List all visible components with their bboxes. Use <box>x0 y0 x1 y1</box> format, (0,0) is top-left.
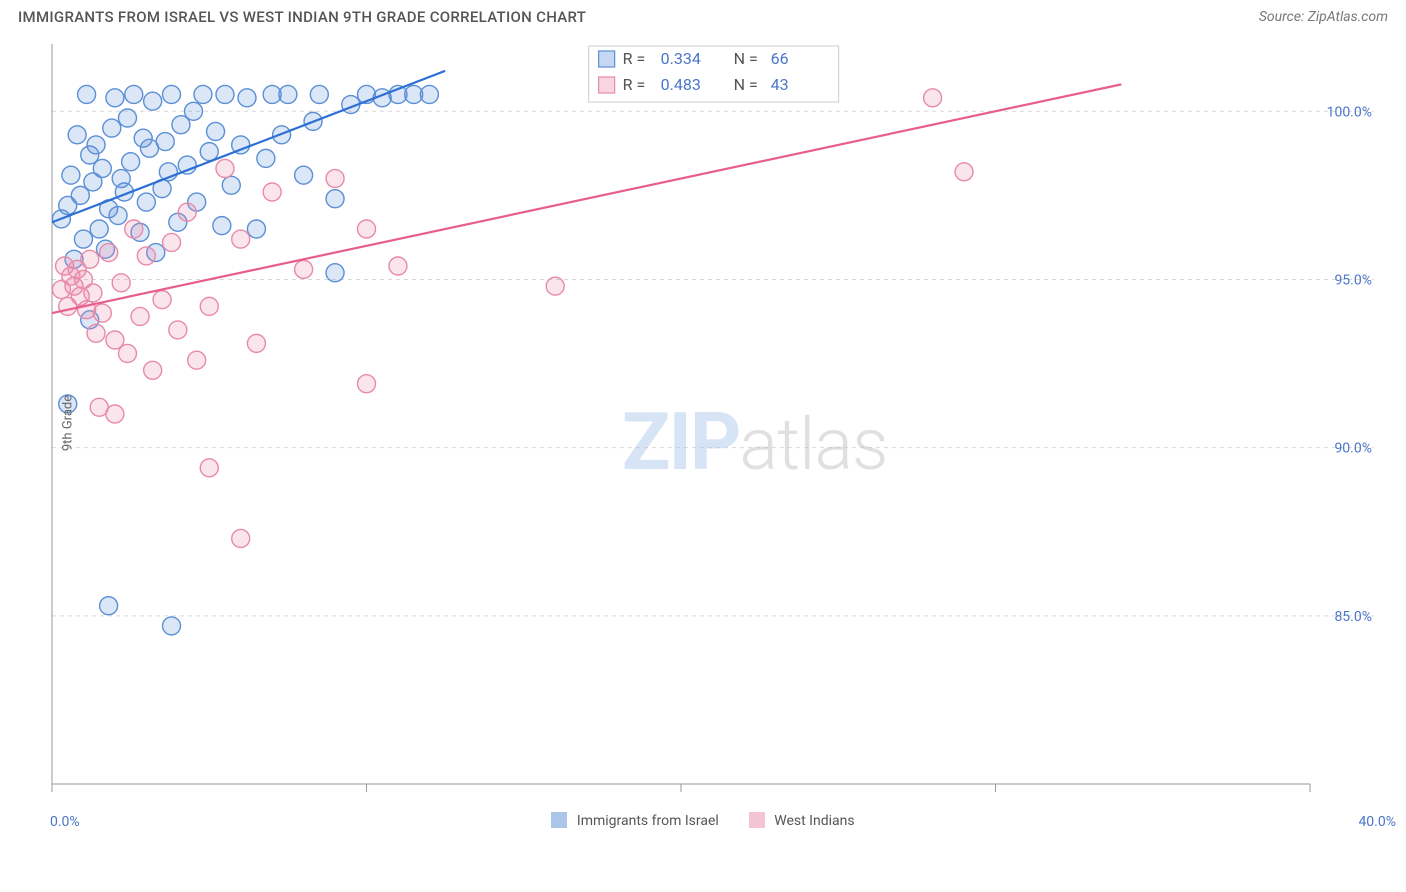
data-point <box>238 89 256 107</box>
data-point <box>122 153 140 171</box>
data-point <box>326 170 344 188</box>
trend-line <box>52 84 1121 313</box>
legend-item-israel: Immigrants from Israel <box>551 812 718 829</box>
data-point <box>74 230 92 248</box>
data-point <box>389 257 407 275</box>
legend-swatch-icon <box>599 77 615 93</box>
chart-container: 9th Grade 85.0% 90.0% 95.0% 100.0% ZIPatlas R… <box>50 38 1396 808</box>
data-point <box>955 163 973 181</box>
data-point <box>106 89 124 107</box>
svg-text:43: 43 <box>771 75 789 94</box>
svg-text:R =: R = <box>623 75 646 94</box>
data-point <box>310 85 328 103</box>
data-point <box>216 85 234 103</box>
data-point <box>84 284 102 302</box>
data-point <box>279 85 297 103</box>
data-point <box>295 166 313 184</box>
data-point <box>546 277 564 295</box>
svg-text:90.0%: 90.0% <box>1334 441 1372 457</box>
data-point <box>216 159 234 177</box>
data-point <box>103 119 121 137</box>
data-point <box>68 126 86 144</box>
data-point <box>163 617 181 635</box>
data-point <box>200 459 218 477</box>
swatch-icon <box>551 812 567 828</box>
svg-text:85.0%: 85.0% <box>1334 609 1372 625</box>
data-point <box>207 122 225 140</box>
data-point <box>81 250 99 268</box>
data-point <box>188 351 206 369</box>
data-point <box>924 89 942 107</box>
data-point <box>178 156 196 174</box>
data-point <box>200 143 218 161</box>
data-point <box>153 291 171 309</box>
data-point <box>90 220 108 238</box>
data-point <box>232 529 250 547</box>
data-point <box>194 85 212 103</box>
data-point <box>185 102 203 120</box>
data-point <box>169 321 187 339</box>
data-point <box>112 274 130 292</box>
swatch-icon <box>749 812 765 828</box>
data-point <box>90 398 108 416</box>
data-point <box>326 264 344 282</box>
data-point <box>125 85 143 103</box>
data-point <box>420 85 438 103</box>
scatter-chart: 85.0% 90.0% 95.0% 100.0% ZIPatlas R = 0.334 N … <box>50 38 1380 808</box>
legend-label: West Indians <box>774 813 854 829</box>
svg-text:95.0%: 95.0% <box>1334 272 1372 288</box>
svg-text:66: 66 <box>771 49 789 68</box>
data-point <box>87 324 105 342</box>
data-point <box>100 597 118 615</box>
data-point <box>78 85 96 103</box>
data-point <box>247 220 265 238</box>
svg-text:N =: N = <box>734 49 758 68</box>
data-point <box>295 260 313 278</box>
data-point <box>163 85 181 103</box>
data-point <box>118 109 136 127</box>
data-point <box>358 375 376 393</box>
data-point <box>118 344 136 362</box>
data-point <box>200 297 218 315</box>
x-axis-max: 40.0% <box>1358 814 1396 830</box>
data-point <box>62 166 80 184</box>
data-point <box>213 217 231 235</box>
svg-text:100.0%: 100.0% <box>1327 104 1372 120</box>
data-point <box>93 304 111 322</box>
data-point <box>178 203 196 221</box>
data-point <box>144 92 162 110</box>
data-point <box>222 176 240 194</box>
series-legend: Immigrants from Israel West Indians <box>0 812 1406 829</box>
data-point <box>131 307 149 325</box>
data-point <box>137 247 155 265</box>
data-point <box>326 190 344 208</box>
svg-text:0.483: 0.483 <box>661 75 701 94</box>
svg-text:0.334: 0.334 <box>661 49 701 68</box>
data-point <box>93 159 111 177</box>
data-point <box>247 334 265 352</box>
x-axis-min: 0.0% <box>50 814 80 830</box>
svg-text:R =: R = <box>623 49 646 68</box>
data-point <box>163 233 181 251</box>
y-axis-label: 9th Grade <box>61 395 76 451</box>
data-point <box>109 207 127 225</box>
data-point <box>257 149 275 167</box>
data-point <box>87 136 105 154</box>
legend-item-west-indians: West Indians <box>749 812 855 829</box>
data-point <box>137 193 155 211</box>
chart-title: IMMIGRANTS FROM ISRAEL VS WEST INDIAN 9T… <box>18 8 586 26</box>
chart-header: IMMIGRANTS FROM ISRAEL VS WEST INDIAN 9T… <box>0 0 1406 38</box>
data-point <box>232 230 250 248</box>
chart-source: Source: ZipAtlas.com <box>1259 9 1388 25</box>
data-point <box>100 244 118 262</box>
watermark: ZIPatlas <box>622 395 888 489</box>
legend-label: Immigrants from Israel <box>577 813 719 829</box>
data-point <box>144 361 162 379</box>
data-point <box>125 220 143 238</box>
svg-text:N =: N = <box>734 75 758 94</box>
data-point <box>156 133 174 151</box>
legend-swatch-icon <box>599 51 615 67</box>
data-point <box>358 220 376 238</box>
data-point <box>263 183 281 201</box>
